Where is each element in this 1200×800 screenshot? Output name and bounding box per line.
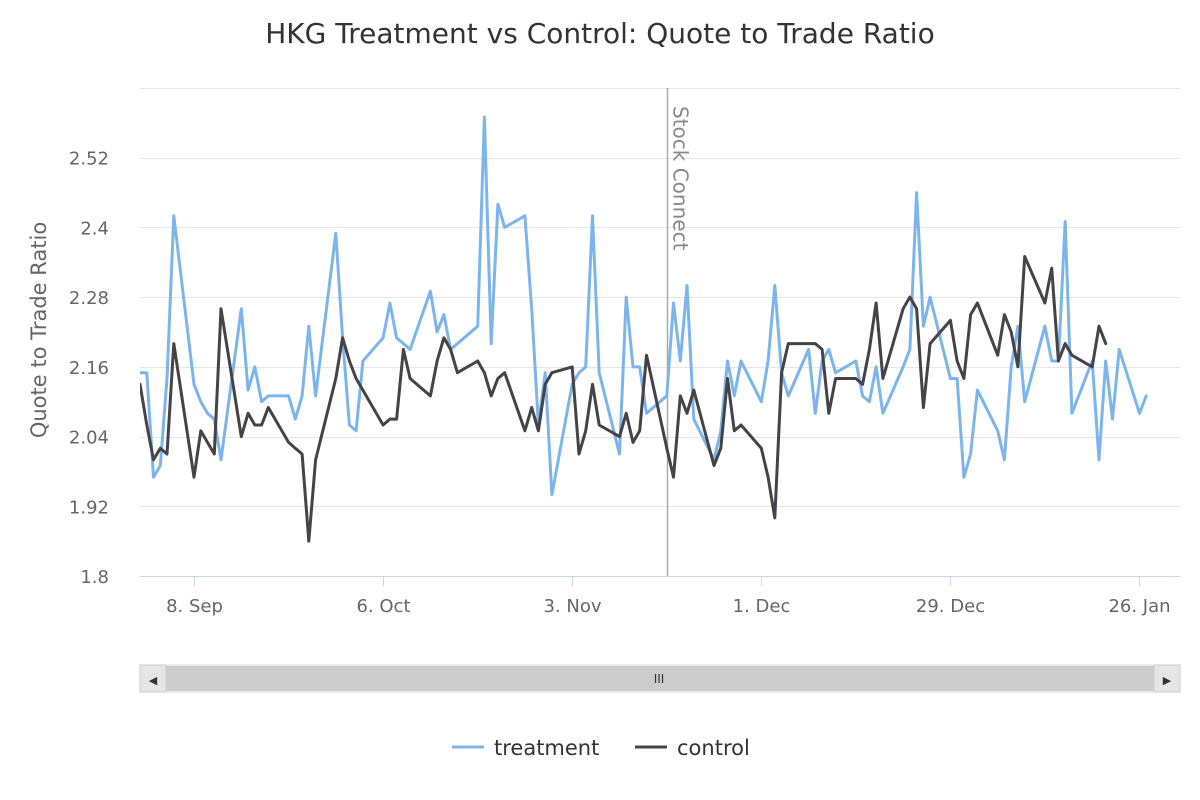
x-axis-ticks: 8. Sep 6. Oct 3. Nov 1. Dec 29. Dec 26. Jan: [166, 576, 1171, 617]
legend: treatment control: [452, 736, 750, 760]
x-tick-label: 8. Sep: [166, 596, 223, 617]
y-axis-tick-labels: 1.8 1.92 2.04 2.16 2.28 2.4 2.52: [69, 149, 109, 588]
x-tick-label: 26. Jan: [1108, 596, 1170, 617]
legend-label-control: control: [677, 736, 750, 760]
legend-item-control[interactable]: control: [635, 736, 750, 760]
chart-title: HKG Treatment vs Control: Quote to Trade…: [265, 17, 934, 50]
scroll-left-button[interactable]: [139, 664, 167, 693]
y-tick-label: 2.4: [80, 218, 109, 239]
scrollbar-thumb[interactable]: [166, 666, 1154, 691]
x-tick-label: 1. Dec: [733, 596, 791, 617]
y-tick-label: 2.52: [69, 149, 109, 170]
x-tick-label: 29. Dec: [916, 596, 985, 617]
series-line-control[interactable]: [140, 255, 1108, 543]
x-tick-label: 3. Nov: [543, 596, 601, 617]
series-group: [140, 115, 1148, 543]
y-tick-label: 2.28: [69, 288, 109, 309]
y-tick-label: 1.8: [80, 567, 109, 588]
legend-item-treatment[interactable]: treatment: [452, 736, 599, 760]
scroll-left-arrow-icon: ◀: [149, 674, 158, 687]
scroll-right-button[interactable]: [1153, 664, 1181, 693]
y-tick-label: 1.92: [69, 497, 109, 518]
series-line-treatment[interactable]: [140, 115, 1148, 497]
y-tick-label: 2.04: [69, 428, 109, 449]
scroll-right-arrow-icon: ▶: [1163, 674, 1172, 687]
scrollbar-grip-icon: III: [654, 672, 665, 686]
y-gridlines: [140, 88, 1180, 577]
navigator-scrollbar[interactable]: ◀ ▶ III: [139, 664, 1181, 693]
x-tick-label: 6. Oct: [356, 596, 410, 617]
legend-label-treatment: treatment: [494, 736, 599, 760]
y-axis-title: Quote to Trade Ratio: [27, 222, 51, 438]
plot-line-group: Stock Connect: [666, 88, 693, 576]
plot-line-label: Stock Connect: [669, 106, 693, 251]
y-tick-label: 2.16: [69, 358, 109, 379]
